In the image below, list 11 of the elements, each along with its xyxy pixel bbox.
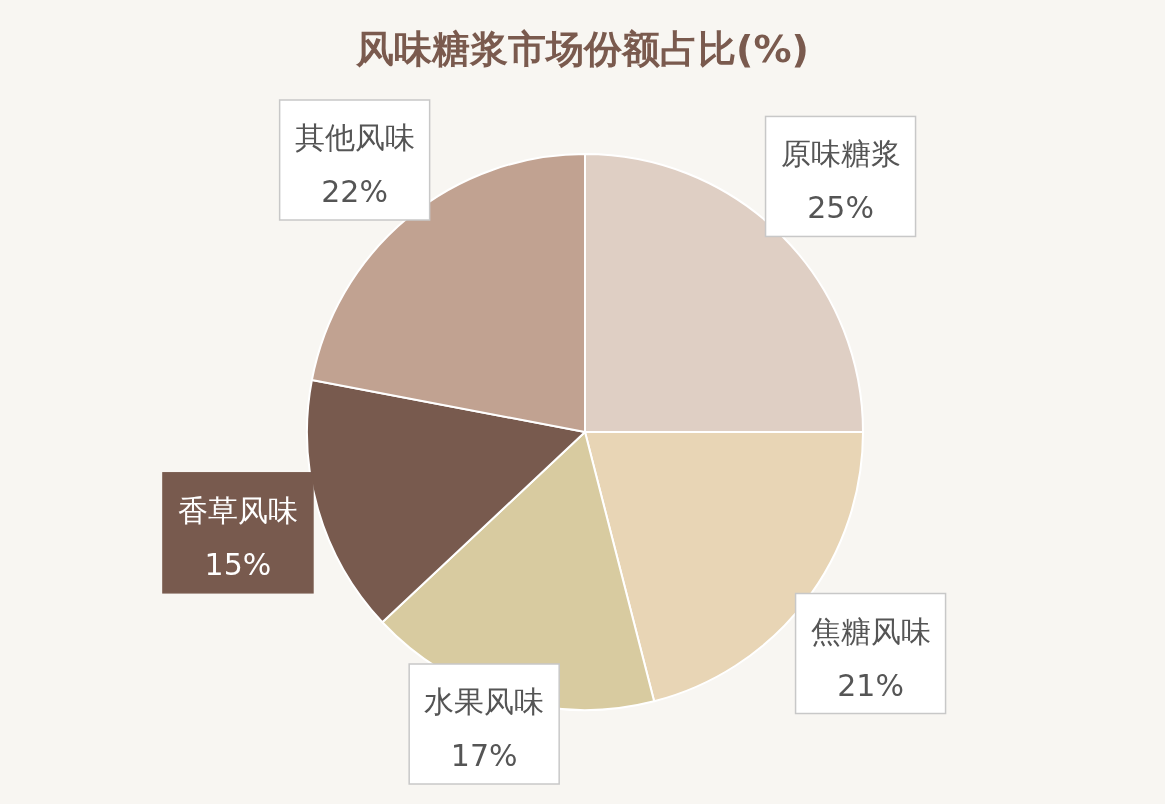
slice-label: 香草风味 [177, 492, 298, 528]
slice-label: 原味糖浆 [780, 136, 901, 172]
chart-title: 风味糖浆市场份额占比(%) [355, 27, 809, 71]
data-label: 22% [321, 174, 388, 209]
data-label: 17% [450, 738, 518, 773]
data-label: 21% [837, 667, 904, 703]
slice-label: 其他风味 [294, 120, 415, 155]
slice-label: 水果风味 [424, 684, 545, 719]
data-label: 25% [807, 190, 874, 226]
data-label: 15% [204, 546, 272, 582]
slice-label: 焦糖风味 [810, 613, 931, 649]
